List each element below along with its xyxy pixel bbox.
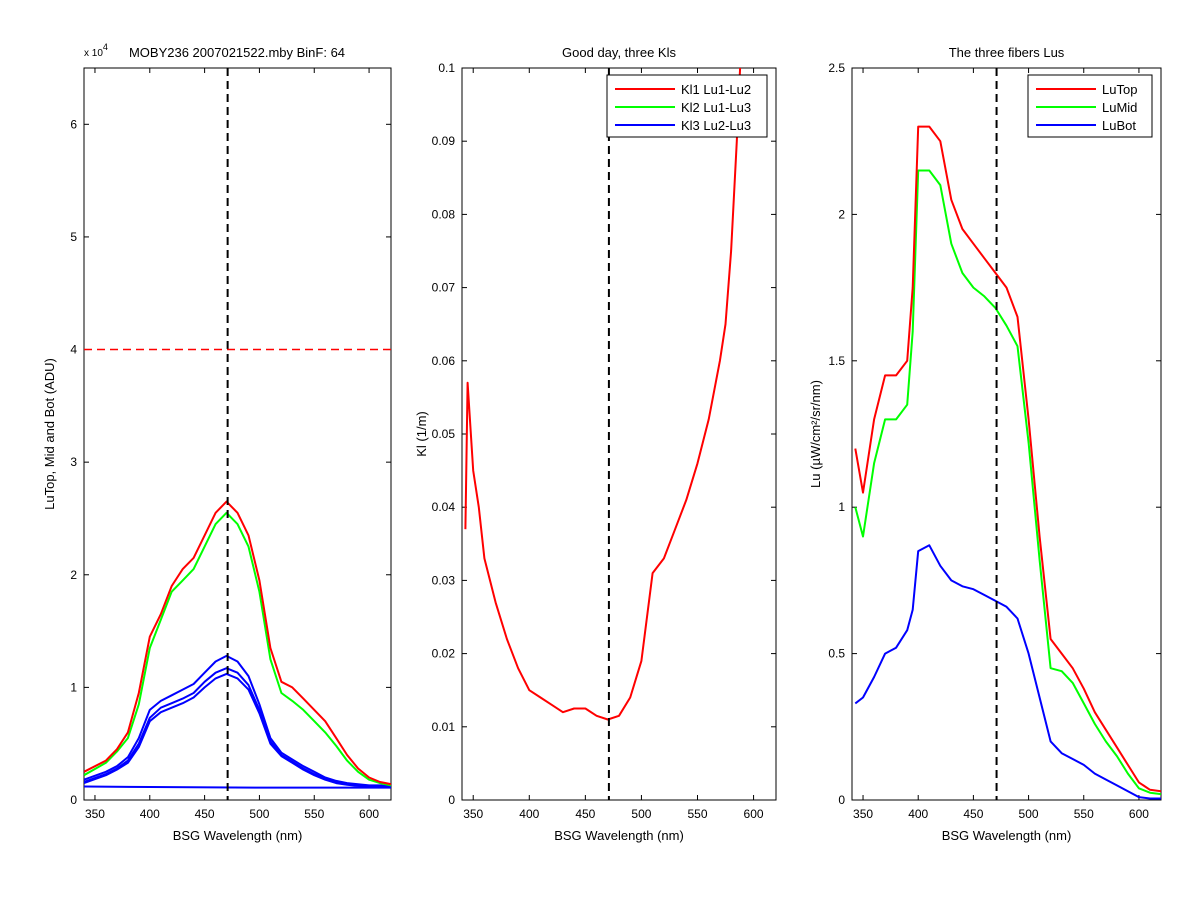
x-axis-label: BSG Wavelength (nm) xyxy=(554,828,684,843)
plot-area xyxy=(83,67,392,801)
y-tick-label: 0.02 xyxy=(432,647,456,661)
x-tick-label: 450 xyxy=(195,807,215,821)
chart-title: The three fibers Lus xyxy=(949,45,1065,60)
plot-area xyxy=(851,67,1162,801)
y-tick-label: 5 xyxy=(70,230,77,244)
x-tick-label: 450 xyxy=(575,807,595,821)
x-tick-label: 500 xyxy=(1019,807,1039,821)
legend-entry: LuBot xyxy=(1102,118,1136,133)
y-tick-label: 4 xyxy=(70,343,77,357)
x-tick-label: 600 xyxy=(744,807,764,821)
y-tick-label: 1 xyxy=(70,680,77,694)
legend: Kl1 Lu1-Lu2 Kl2 Lu1-Lu3 Kl3 Lu2-Lu3 xyxy=(606,74,768,138)
chart-title: MOBY236 2007021522.mby BinF: 64 xyxy=(129,45,345,60)
series-line xyxy=(854,169,1161,796)
y-tick-label: 6 xyxy=(70,117,77,131)
chart-panel-1: 350 400 450 500 550 600 0 1 2 3 4 5 6 x 104 MOBY236 20… xyxy=(42,42,392,843)
x-axis-label: BSG Wavelength (nm) xyxy=(173,828,303,843)
y-tick-label: 0 xyxy=(448,793,455,807)
y-tick-label: 0 xyxy=(70,793,77,807)
y-tick-label: 0.06 xyxy=(432,354,456,368)
x-tick-label: 350 xyxy=(463,807,483,821)
y-tick-label: 0.09 xyxy=(432,134,456,148)
legend: LuTop LuMid LuBot xyxy=(1027,74,1153,138)
chart-title: Good day, three Kls xyxy=(562,45,676,60)
y-tick-label: 0.5 xyxy=(828,647,845,661)
series-line xyxy=(464,68,742,721)
legend-entry: LuTop xyxy=(1102,82,1137,97)
series-line xyxy=(854,544,1161,800)
plot-series-group xyxy=(854,125,1161,800)
series-line xyxy=(854,125,1161,793)
x-tick-label: 400 xyxy=(908,807,928,821)
y-tick-label: 2.5 xyxy=(828,61,845,75)
chart-panel-3: 350 400 450 500 550 600 0 0.5 1 1.5 2 2.5 The three … xyxy=(808,45,1162,843)
y-tick-label: 0.05 xyxy=(432,427,456,441)
y-tick-label: 2 xyxy=(838,207,845,221)
y-tick-label: 3 xyxy=(70,455,77,469)
series-line xyxy=(84,667,391,788)
y-tick-label: 1 xyxy=(838,500,845,514)
x-tick-label: 550 xyxy=(304,807,324,821)
series-line xyxy=(84,511,391,787)
x-tick-label: 600 xyxy=(359,807,379,821)
x-tick-label: 350 xyxy=(853,807,873,821)
x-tick-label: 400 xyxy=(519,807,539,821)
y-tick-label: 0.1 xyxy=(438,61,455,75)
y-tick-label: 1.5 xyxy=(828,354,845,368)
y-axis-label: Lu (µW/cm²/sr/nm) xyxy=(808,380,823,488)
x-tick-label: 350 xyxy=(85,807,105,821)
y-axis-label: LuTop, Mid and Bot (ADU) xyxy=(42,358,57,510)
x-tick-label: 400 xyxy=(140,807,160,821)
x-tick-label: 450 xyxy=(963,807,983,821)
legend-entry: Kl2 Lu1-Lu3 xyxy=(681,100,751,115)
y-tick-label: 0.07 xyxy=(432,281,456,295)
x-tick-label: 500 xyxy=(249,807,269,821)
x-axis-label: BSG Wavelength (nm) xyxy=(942,828,1072,843)
plot-series-group xyxy=(464,68,742,721)
x-tick-label: 550 xyxy=(1074,807,1094,821)
y-tick-label: 0.03 xyxy=(432,573,456,587)
series-line xyxy=(84,785,391,789)
y-tick-label: 0.04 xyxy=(432,500,456,514)
y-axis-label: Kl (1/m) xyxy=(414,411,429,457)
x-tick-label: 550 xyxy=(687,807,707,821)
legend-entry: Kl3 Lu2-Lu3 xyxy=(681,118,751,133)
legend-entry: LuMid xyxy=(1102,100,1137,115)
series-line xyxy=(84,500,391,786)
y-tick-label: 0 xyxy=(838,793,845,807)
plot-area xyxy=(461,67,777,801)
plot-series-group xyxy=(84,500,391,789)
series-line xyxy=(84,654,391,788)
chart-panel-2: 350 400 450 500 550 600 0 0.01 0.02 0.03 0.04 0.05 0… xyxy=(414,45,777,843)
legend-entry: Kl1 Lu1-Lu2 xyxy=(681,82,751,97)
x-tick-label: 500 xyxy=(631,807,651,821)
y-exponent-label: x 104 xyxy=(84,42,108,59)
y-tick-label: 2 xyxy=(70,568,77,582)
x-tick-label: 600 xyxy=(1129,807,1149,821)
y-tick-label: 0.08 xyxy=(432,207,456,221)
y-exponent-power: 4 xyxy=(103,42,108,52)
y-tick-label: 0.01 xyxy=(432,720,456,734)
